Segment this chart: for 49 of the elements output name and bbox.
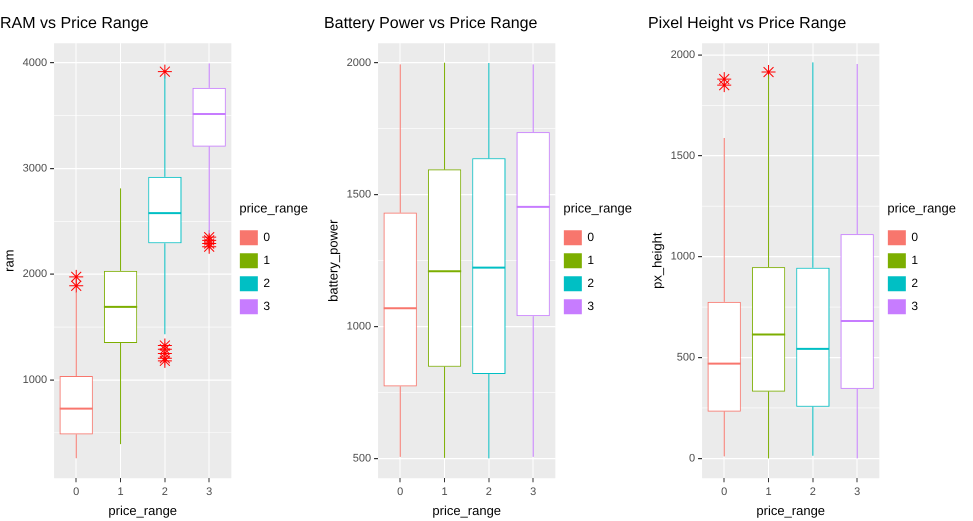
x-tick-label: 2 bbox=[810, 486, 816, 498]
x-tick-label: 1 bbox=[117, 486, 124, 498]
legend-label: 0 bbox=[911, 230, 918, 244]
legend-label: 3 bbox=[911, 299, 918, 314]
chart-title: RAM vs Price Range bbox=[0, 15, 149, 32]
x-tick-label: 1 bbox=[765, 486, 772, 498]
y-tick-label: 500 bbox=[676, 352, 696, 364]
x-axis-title: price_range bbox=[432, 502, 502, 518]
y-tick-label: 500 bbox=[352, 452, 372, 465]
x-tick-label: 3 bbox=[530, 486, 536, 498]
legend-label: 2 bbox=[911, 276, 918, 290]
y-tick-label: 1000 bbox=[22, 374, 48, 386]
legend-label: 1 bbox=[587, 253, 594, 268]
chart-title: Pixel Height vs Price Range bbox=[648, 15, 846, 32]
y-tick-label: 1000 bbox=[346, 320, 372, 333]
legend-label: 2 bbox=[587, 276, 594, 290]
y-tick-label: 1500 bbox=[670, 150, 696, 162]
legend-title: price_range bbox=[239, 200, 308, 216]
legend-label: 0 bbox=[263, 230, 270, 244]
x-tick-label: 2 bbox=[486, 486, 492, 498]
legend-label: 1 bbox=[911, 253, 918, 268]
legend-label: 3 bbox=[263, 299, 270, 314]
y-axis-title: px_height bbox=[649, 232, 664, 289]
x-tick-label: 2 bbox=[162, 486, 168, 498]
legend-label: 2 bbox=[263, 276, 270, 290]
x-tick-label: 0 bbox=[397, 486, 404, 498]
y-axis-title: ram bbox=[1, 250, 16, 272]
legend-title: price_range bbox=[887, 200, 956, 216]
y-tick-label: 3000 bbox=[22, 162, 48, 174]
y-tick-label: 2000 bbox=[346, 56, 372, 69]
legend-label: 0 bbox=[587, 230, 594, 244]
y-tick-label: 2000 bbox=[670, 48, 696, 61]
y-axis-title: battery_power bbox=[325, 218, 340, 302]
x-axis-title: price_range bbox=[756, 502, 826, 518]
x-tick-label: 0 bbox=[73, 486, 80, 498]
x-tick-label: 3 bbox=[854, 486, 860, 498]
legend-label: 3 bbox=[587, 299, 594, 314]
x-tick-label: 0 bbox=[721, 486, 728, 498]
y-tick-label: 0 bbox=[688, 452, 696, 464]
legend-label: 1 bbox=[263, 253, 270, 268]
x-tick-label: 1 bbox=[441, 486, 448, 498]
y-tick-label: 4000 bbox=[22, 56, 48, 69]
y-tick-label: 2000 bbox=[22, 268, 48, 280]
legend-title: price_range bbox=[563, 200, 632, 216]
x-tick-label: 3 bbox=[206, 486, 212, 498]
chart-title: Battery Power vs Price Range bbox=[324, 15, 538, 32]
x-axis-title: price_range bbox=[108, 502, 178, 518]
y-tick-label: 1500 bbox=[346, 188, 372, 201]
y-tick-label: 1000 bbox=[670, 250, 696, 263]
